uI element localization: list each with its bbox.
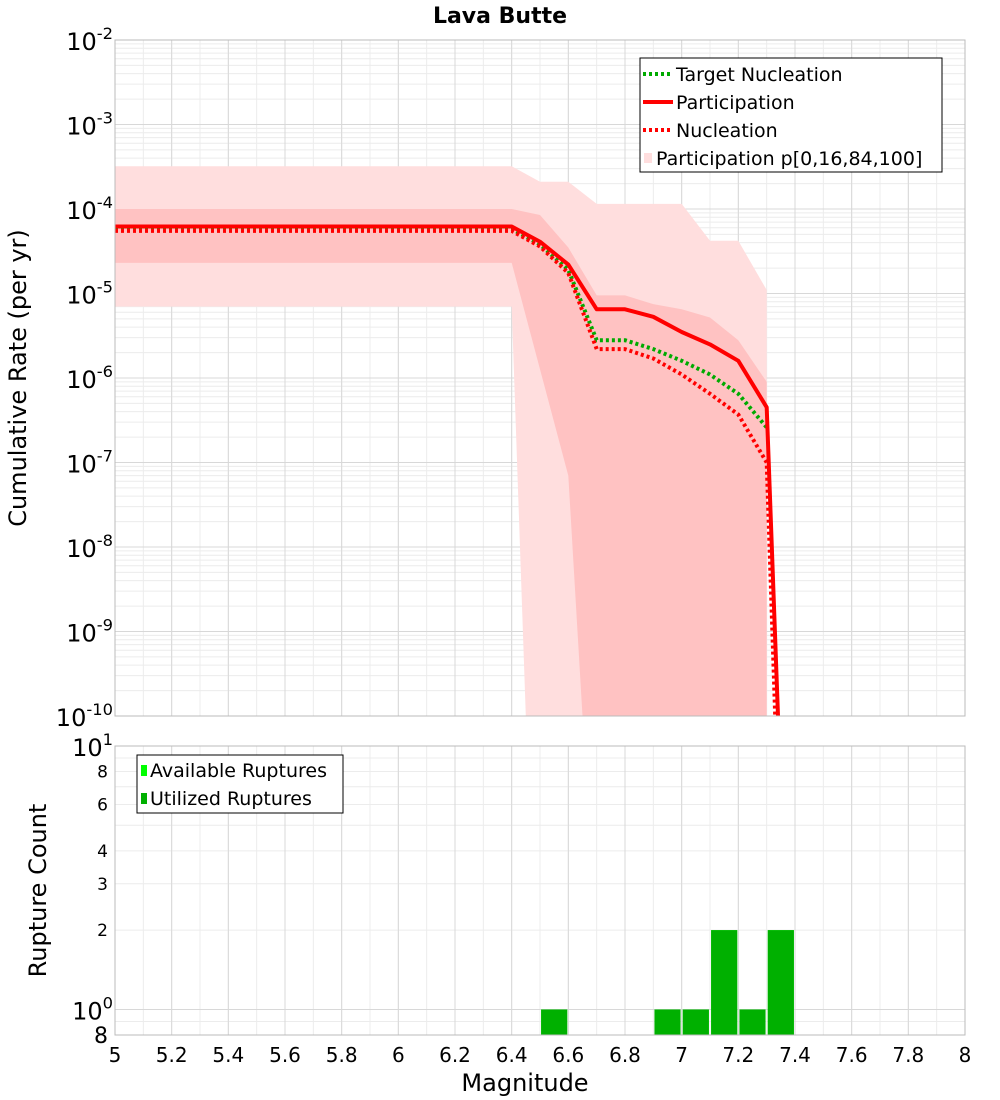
count-legend-box — [136, 754, 344, 814]
count-y-minor-tick-label: 3 — [97, 875, 108, 895]
legend-entry-label: Participation p[0,16,84,100] — [656, 148, 922, 170]
legend-entry-label: Nucleation — [676, 120, 778, 142]
rate-legend: Target Nucleation Participation Nucleation… — [639, 57, 943, 173]
rate-y-tick-label: 10-6 — [66, 362, 113, 394]
count-x-tick-label: 6.8 — [609, 1043, 641, 1067]
rate-y-tick-label: 10-3 — [66, 109, 113, 141]
rate-y-tick-label: 10-2 — [66, 24, 113, 56]
count-legend: Available Ruptures Utilized Ruptures — [136, 754, 344, 814]
count-bar-utilized-ruptures — [654, 1009, 681, 1035]
count-legend-label: Utilized Ruptures — [150, 788, 312, 810]
count-x-tick-label: 6.6 — [552, 1043, 584, 1067]
count-y-axis-label: Rupture Count — [24, 804, 52, 978]
rate-plot-frame — [114, 39, 966, 717]
count-bar-utilized-ruptures — [711, 930, 738, 1035]
rate-y-tick-label: 10-7 — [66, 447, 113, 479]
count-x-tick-label: 5 — [109, 1043, 122, 1067]
count-x-tick-label: 6 — [392, 1043, 405, 1067]
count-legend-label: Available Ruptures — [150, 760, 327, 782]
series-line-participation — [115, 224, 780, 716]
count-x-axis-label: Magnitude — [461, 1069, 588, 1097]
count-bar-utilized-ruptures — [541, 1009, 568, 1035]
count-y-minor-tick-label: 6 — [97, 795, 108, 815]
rate-y-axis-label: Cumulative Rate (per yr) — [4, 229, 32, 527]
count-bar-utilized-ruptures — [767, 930, 794, 1035]
count-x-tick-label: 7.6 — [836, 1043, 868, 1067]
count-x-tick-label: 8 — [959, 1043, 972, 1067]
count-bar-utilized-ruptures — [682, 1009, 709, 1035]
count-x-tick-label: 6.2 — [439, 1043, 471, 1067]
count-y-minor-tick-label: 4 — [97, 842, 108, 862]
count-y-minor-tick-label: 8 — [97, 763, 108, 783]
count-x-tick-label: 6.4 — [496, 1043, 528, 1067]
rate-legend-box — [639, 57, 943, 173]
rate-y-tick-label: 10-8 — [66, 531, 113, 563]
count-x-tick-label: 5.6 — [269, 1043, 301, 1067]
rate-y-tick-label: 10-9 — [66, 616, 113, 648]
count-y-major-tick-label: 101 — [72, 730, 113, 762]
count-x-tick-label: 5.4 — [212, 1043, 244, 1067]
participation-band-1 — [115, 209, 767, 716]
count-plot-frame — [114, 745, 966, 1036]
count-x-tick-label: 7.2 — [722, 1043, 754, 1067]
count-x-tick-label: 7.4 — [779, 1043, 811, 1067]
count-y-major-tick-label: 100 — [72, 994, 113, 1026]
rate-series-group — [115, 166, 780, 716]
rate-y-tick-label: 10-10 — [56, 700, 113, 732]
legend-entry-label: Participation — [676, 92, 795, 114]
count-bar-utilized-ruptures — [739, 1009, 766, 1035]
count-legend-swatch — [141, 765, 147, 776]
rate-y-tick-label: 10-5 — [66, 278, 113, 310]
count-x-tick-label: 7 — [675, 1043, 688, 1067]
count-legend-swatch — [141, 793, 147, 804]
count-y-minor-tick-label: 8 — [94, 1024, 108, 1049]
series-line-target-nucleation — [115, 227, 769, 429]
chart-title: Lava Butte — [433, 4, 567, 29]
legend-swatch-band — [644, 153, 652, 163]
legend-entry-label: Target Nucleation — [675, 64, 843, 86]
count-y-minor-tick-label: 2 — [97, 921, 108, 941]
count-x-tick-label: 7.8 — [892, 1043, 924, 1067]
count-x-tick-label: 5.8 — [326, 1043, 358, 1067]
count-x-tick-label: 5.2 — [156, 1043, 188, 1067]
rate-y-tick-label: 10-4 — [66, 193, 113, 225]
